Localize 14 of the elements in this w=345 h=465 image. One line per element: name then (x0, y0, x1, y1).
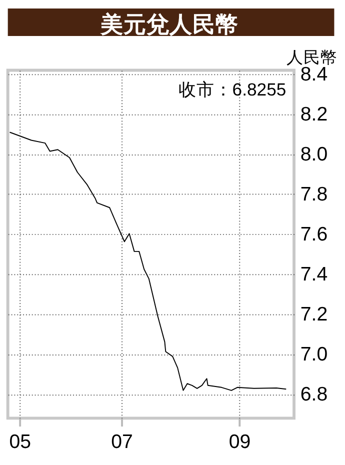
y-tick-label: 7.4 (300, 264, 328, 286)
y-tick-label: 7.0 (300, 344, 328, 366)
y-tick-label: 6.8 (300, 384, 328, 406)
line-series (9, 132, 287, 391)
y-tick-label: 8.0 (300, 144, 328, 166)
y-tick-label: 8.2 (300, 104, 328, 126)
annotation: 收市：6.8255 (178, 80, 286, 100)
x-tick-label: 07 (111, 431, 133, 454)
y-tick-label: 7.8 (300, 184, 328, 206)
chart-title: 美元兌人民幣 (100, 11, 239, 38)
y-tick-label: 7.2 (300, 304, 328, 326)
y-tick-label: 7.6 (300, 224, 328, 246)
x-tick-label: 05 (9, 431, 32, 454)
x-tick-label: 09 (228, 431, 251, 454)
